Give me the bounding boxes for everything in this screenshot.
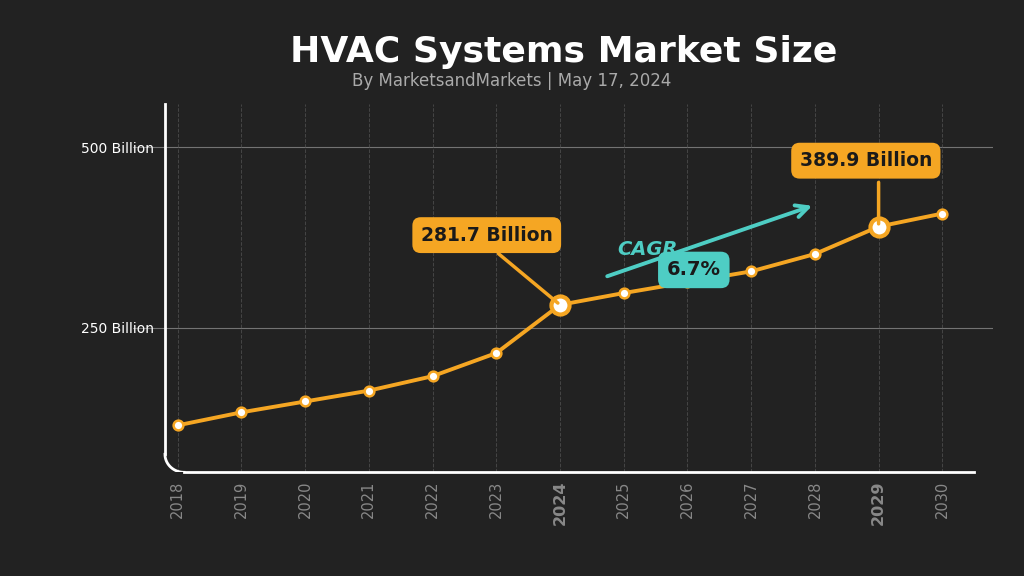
Title: HVAC Systems Market Size: HVAC Systems Market Size [290,35,837,69]
Text: 281.7 Billion: 281.7 Billion [421,226,553,245]
Text: CAGR: CAGR [617,240,678,259]
Text: 389.9 Billion: 389.9 Billion [800,151,932,170]
Text: By MarketsandMarkets | May 17, 2024: By MarketsandMarkets | May 17, 2024 [352,72,672,90]
Text: 6.7%: 6.7% [667,260,721,279]
